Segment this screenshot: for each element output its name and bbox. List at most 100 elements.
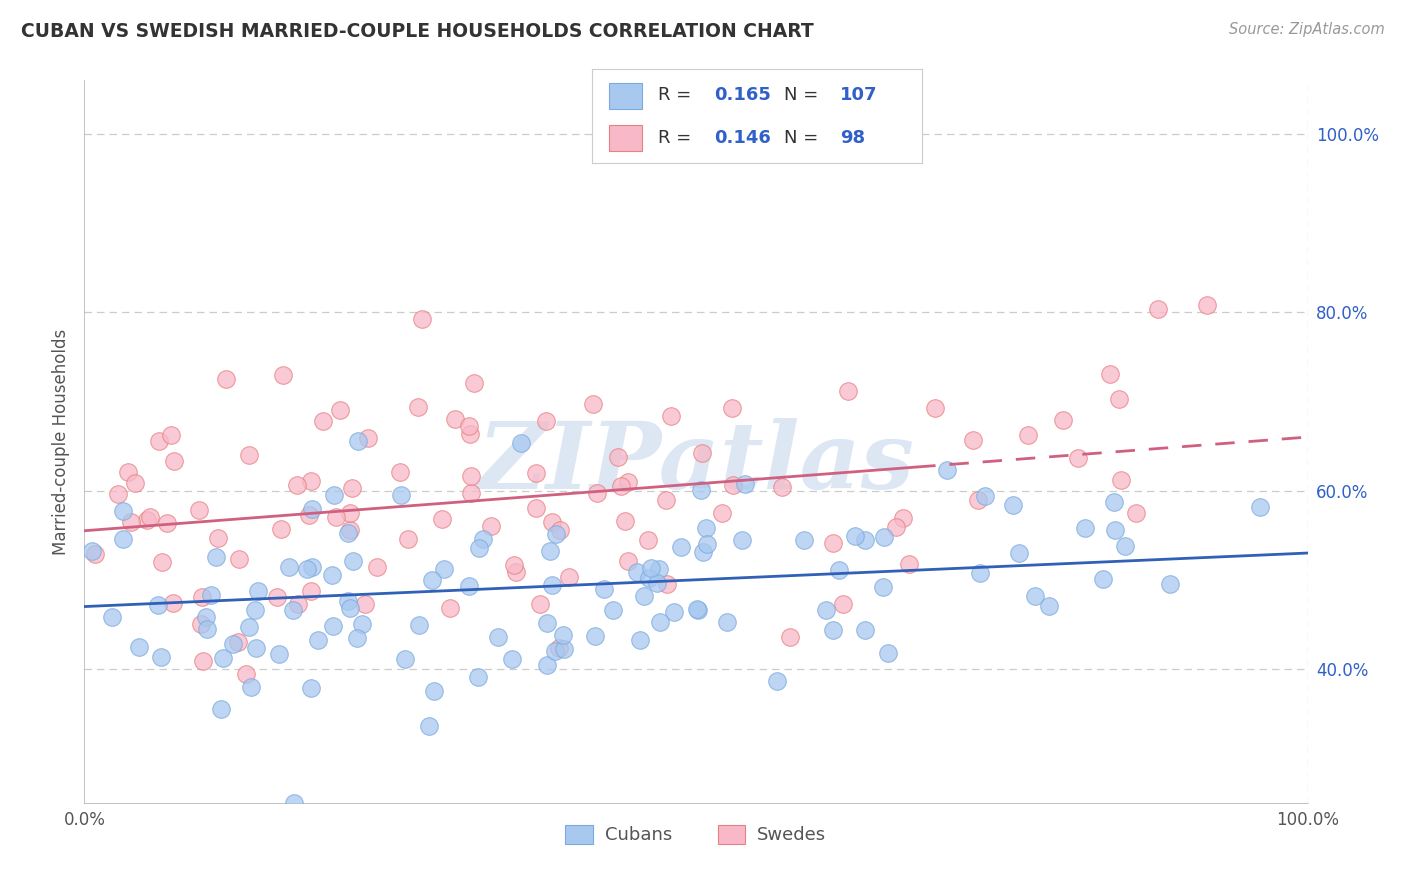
Point xyxy=(1008,546,1031,560)
Point xyxy=(540,515,562,529)
Point xyxy=(396,532,419,546)
Point xyxy=(107,486,129,500)
Point xyxy=(195,622,218,636)
Point xyxy=(770,480,793,494)
Point xyxy=(711,506,734,520)
Text: Source: ZipAtlas.com: Source: ZipAtlas.com xyxy=(1229,22,1385,37)
Point xyxy=(1052,413,1074,427)
Point xyxy=(734,476,756,491)
Point xyxy=(200,588,222,602)
Point xyxy=(312,414,335,428)
Point xyxy=(433,561,456,575)
Point xyxy=(1038,599,1060,613)
Point xyxy=(246,584,269,599)
Point xyxy=(543,643,565,657)
Point xyxy=(936,462,959,476)
Point xyxy=(688,602,710,616)
Point xyxy=(689,483,711,497)
Point xyxy=(191,590,214,604)
Point xyxy=(322,488,344,502)
Point xyxy=(1109,473,1132,487)
Point xyxy=(301,560,323,574)
Y-axis label: Married-couple Households: Married-couple Households xyxy=(52,328,70,555)
Point xyxy=(322,618,344,632)
Point xyxy=(357,432,380,446)
Point xyxy=(1249,500,1271,514)
Point xyxy=(463,376,485,390)
Point xyxy=(342,554,364,568)
Point xyxy=(460,485,482,500)
Point xyxy=(339,506,361,520)
Point xyxy=(460,469,482,483)
Point xyxy=(1104,523,1126,537)
Point xyxy=(190,617,212,632)
Point xyxy=(240,681,263,695)
Point xyxy=(287,598,309,612)
Point xyxy=(281,603,304,617)
Point xyxy=(120,515,142,529)
Point xyxy=(117,465,139,479)
Point xyxy=(873,530,896,544)
Point xyxy=(607,450,630,465)
Point xyxy=(226,634,249,648)
Point xyxy=(692,544,714,558)
Point xyxy=(156,516,179,531)
Point xyxy=(617,554,640,568)
Point xyxy=(884,520,907,534)
Point xyxy=(510,436,533,450)
Point xyxy=(467,669,489,683)
Point xyxy=(406,400,429,414)
Point xyxy=(270,522,292,536)
Point xyxy=(84,547,107,561)
Point xyxy=(295,562,318,576)
Point xyxy=(553,642,575,657)
Point xyxy=(1114,539,1136,553)
Point xyxy=(207,531,229,545)
Point xyxy=(779,630,801,644)
Point xyxy=(669,541,692,555)
Point xyxy=(80,543,103,558)
Point xyxy=(337,594,360,608)
Point xyxy=(793,533,815,547)
Point xyxy=(195,610,218,624)
Point xyxy=(346,632,368,646)
Point xyxy=(524,501,547,516)
Point xyxy=(897,557,920,571)
Point xyxy=(967,493,990,508)
Point xyxy=(340,481,363,495)
Point xyxy=(837,384,859,399)
Point xyxy=(505,565,527,579)
Point xyxy=(101,610,124,624)
Text: CUBAN VS SWEDISH MARRIED-COUPLE HOUSEHOLDS CORRELATION CHART: CUBAN VS SWEDISH MARRIED-COUPLE HOUSEHOL… xyxy=(21,22,814,41)
Point xyxy=(209,701,232,715)
Point xyxy=(418,719,440,733)
Point xyxy=(321,567,343,582)
Point xyxy=(388,466,411,480)
Point xyxy=(299,584,322,599)
Point xyxy=(962,433,984,447)
Point xyxy=(766,674,789,689)
Point xyxy=(548,523,571,537)
Point xyxy=(298,508,321,522)
Point xyxy=(538,543,561,558)
Point xyxy=(582,397,605,411)
Text: ZIPatlas: ZIPatlas xyxy=(478,418,914,508)
Point xyxy=(540,578,562,592)
Point xyxy=(136,513,159,527)
Point xyxy=(640,560,662,574)
Point xyxy=(228,551,250,566)
Point xyxy=(162,596,184,610)
Point xyxy=(336,525,359,540)
Point xyxy=(877,646,900,660)
Point xyxy=(329,403,352,417)
Point xyxy=(163,453,186,467)
Point xyxy=(655,577,678,591)
Point xyxy=(285,478,308,492)
Point xyxy=(354,597,377,611)
Point xyxy=(659,409,682,423)
Point xyxy=(1125,506,1147,520)
Point xyxy=(1092,572,1115,586)
Point xyxy=(283,796,305,810)
Point xyxy=(1067,450,1090,465)
Point xyxy=(139,510,162,524)
